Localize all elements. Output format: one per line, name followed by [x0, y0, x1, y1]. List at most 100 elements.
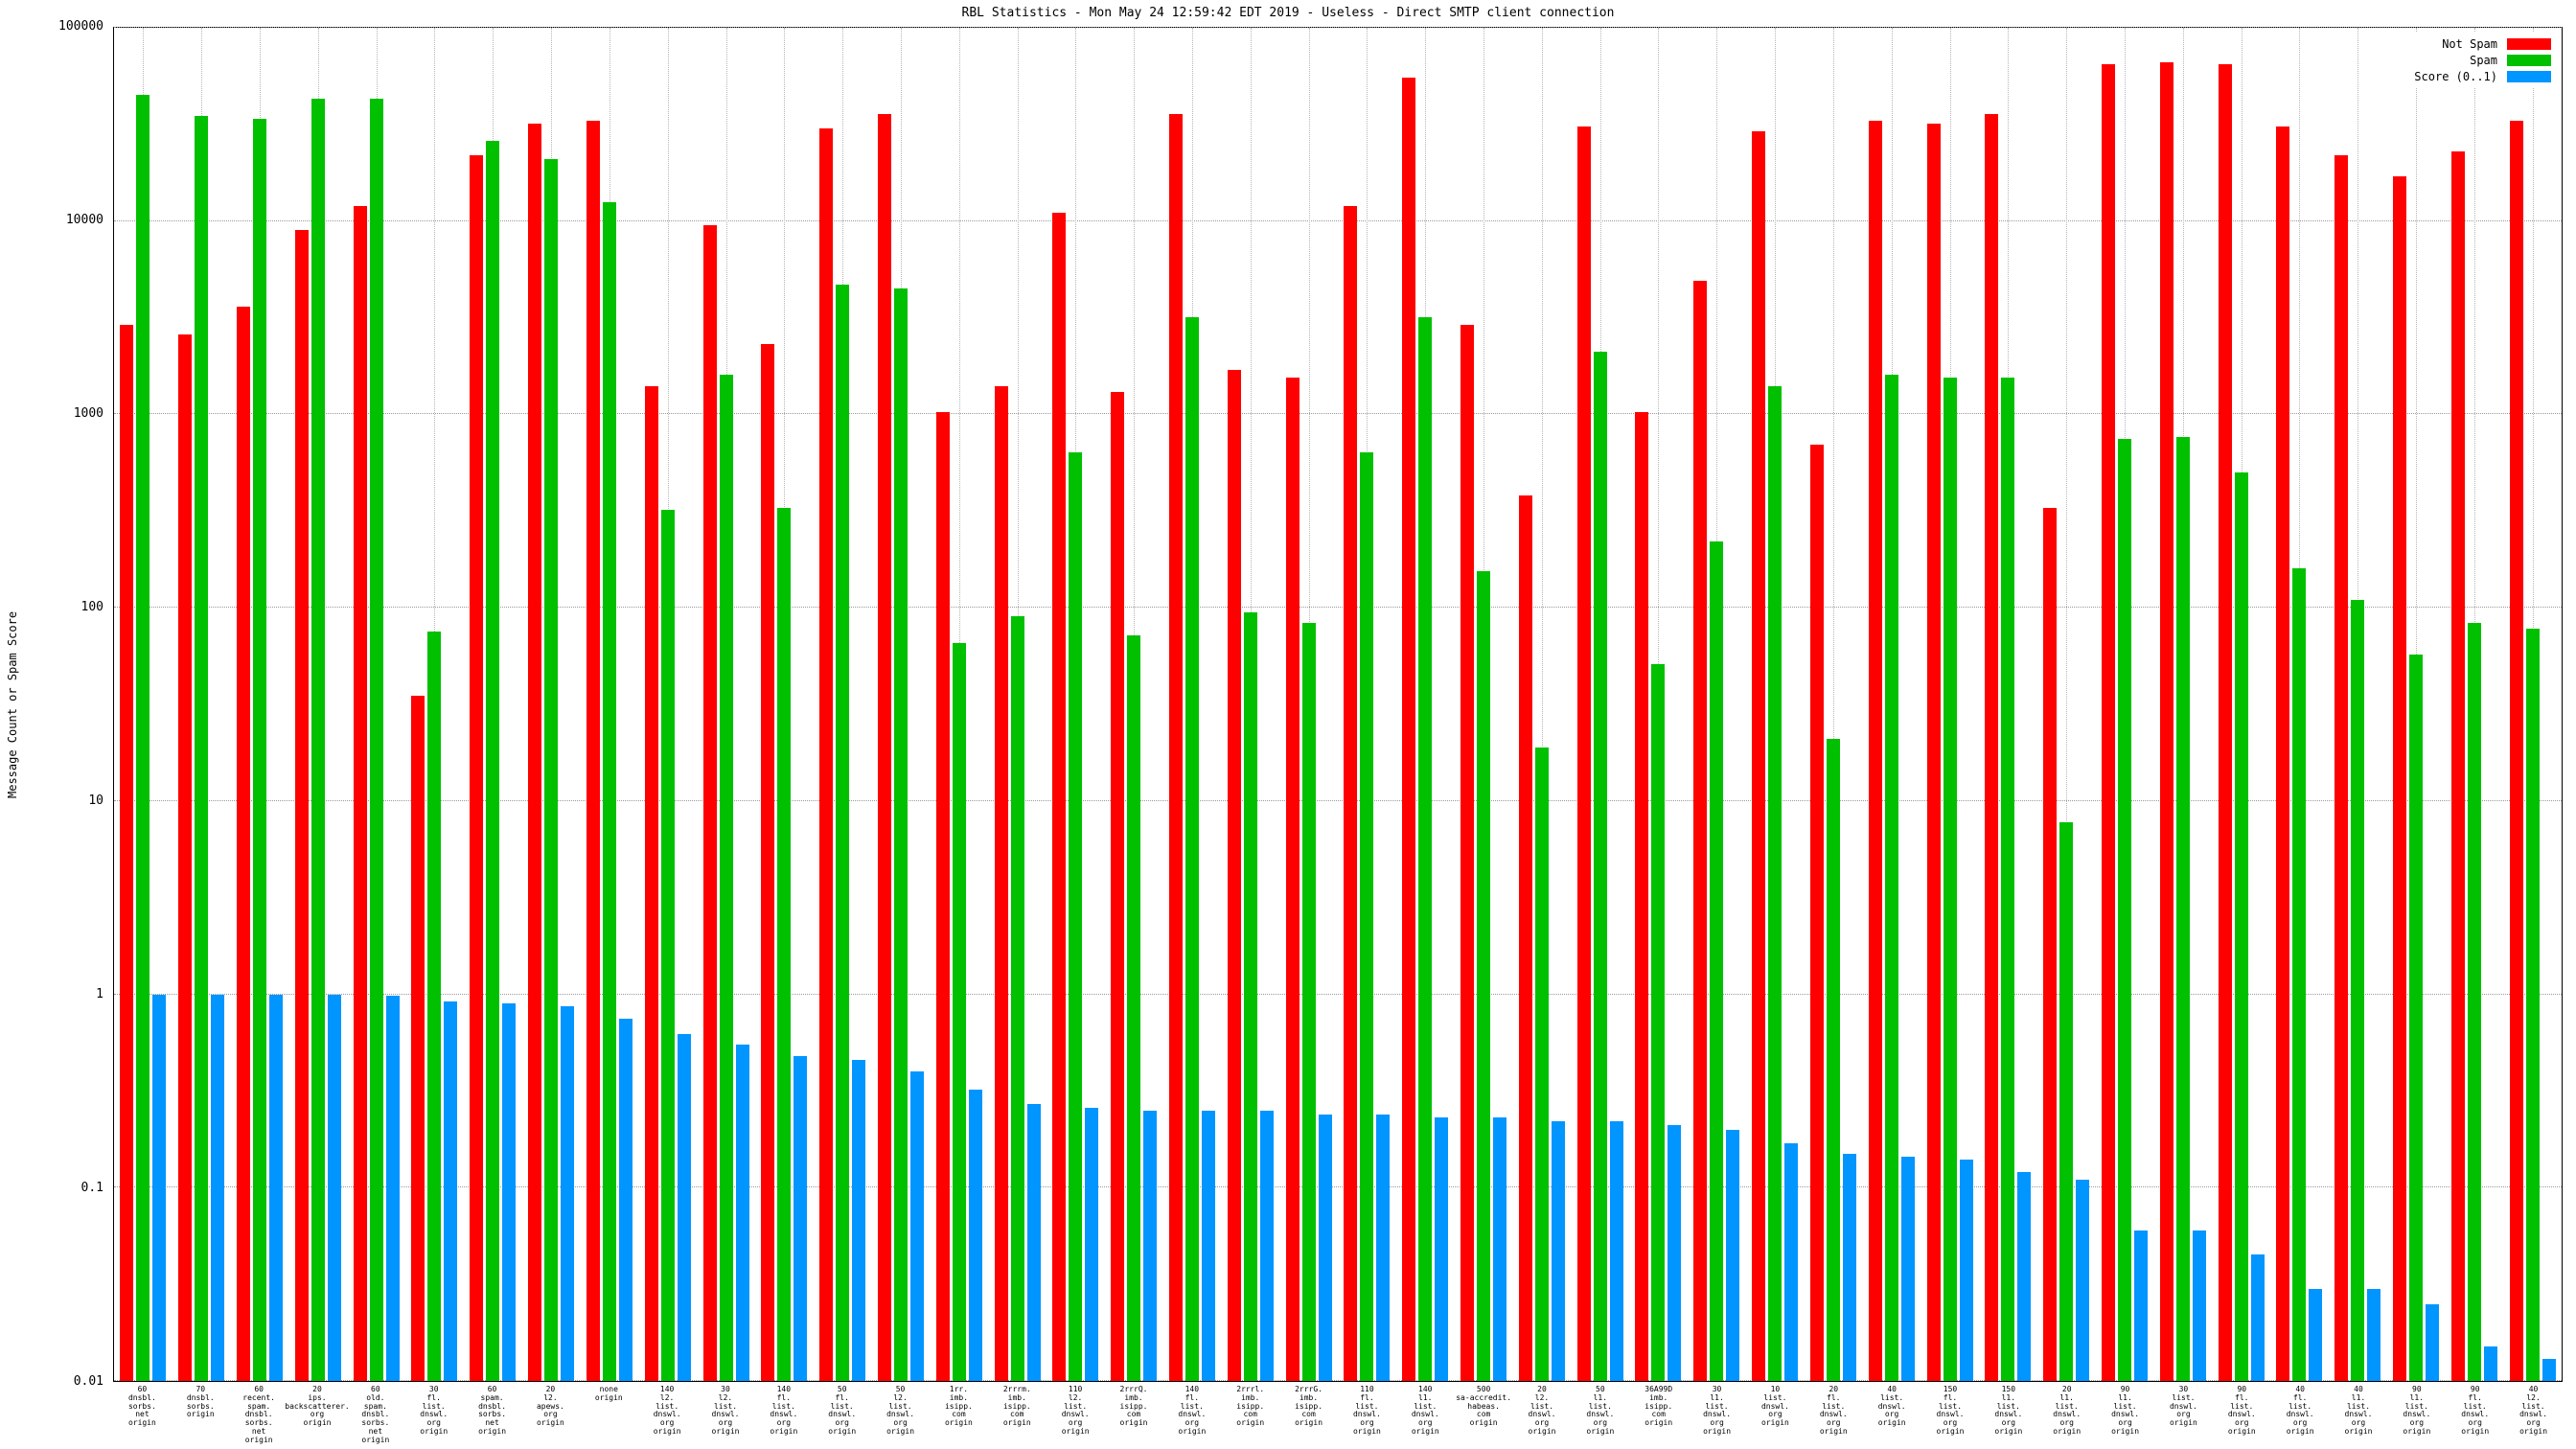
bar-not_spam	[2159, 62, 2174, 1381]
x-tick-label: 140 l2. list. dnswl. org origin	[653, 1385, 681, 1436]
bar-not_spam	[2276, 126, 2290, 1381]
bar-spam	[2525, 628, 2540, 1381]
x-tick-label: 90 l1. list. dnswl. org origin	[2403, 1385, 2431, 1436]
bar-spam	[1884, 375, 1898, 1381]
y-gridline	[114, 219, 2562, 221]
bar-not_spam	[2101, 63, 2115, 1381]
y-tick-label: 1000	[73, 406, 104, 421]
y-gridline	[114, 993, 2562, 995]
bar-score	[2250, 1254, 2265, 1381]
bar-spam	[2292, 567, 2307, 1381]
bar-not_spam	[586, 121, 600, 1381]
bar-not_spam	[178, 334, 193, 1381]
bar-score	[1900, 1156, 1915, 1381]
bar-not_spam	[2043, 507, 2058, 1381]
bar-spam	[952, 642, 966, 1381]
bar-not_spam	[237, 307, 251, 1381]
bar-score	[968, 1090, 982, 1381]
bar-not_spam	[411, 696, 426, 1381]
bar-spam	[1418, 316, 1433, 1381]
y-tick-label: 10000	[65, 213, 104, 227]
bar-not_spam	[819, 128, 834, 1381]
legend-label: Spam	[2470, 54, 2497, 67]
x-tick-label: 20 l2. list. dnswl. org origin	[1528, 1385, 1556, 1436]
bar-spam	[1069, 451, 1083, 1381]
bar-score	[852, 1059, 866, 1381]
bar-spam	[893, 288, 908, 1381]
legend-swatch-spam	[2507, 55, 2551, 66]
bar-spam	[1360, 451, 1374, 1381]
bar-spam	[195, 115, 209, 1381]
bar-score	[561, 1005, 575, 1381]
bar-score	[2017, 1172, 2032, 1381]
bar-spam	[1477, 570, 1491, 1381]
x-tick-label: 60 spam. dnsbl. sorbs. net origin	[478, 1385, 507, 1436]
legend-item-spam: Spam	[2414, 54, 2551, 67]
x-gridline	[2066, 28, 2068, 1381]
bar-not_spam	[644, 385, 658, 1381]
x-tick-label: 30 list. dnswl. org origin	[2169, 1385, 2197, 1428]
x-tick-label: 30 fl. list. dnswl. org origin	[420, 1385, 448, 1436]
bar-not_spam	[1460, 325, 1475, 1381]
legend: Not Spam Spam Score (0..1)	[2410, 33, 2555, 88]
x-axis-labels: 60 dnsbl. sorbs. net origin 70 dnsbl. sorbs. ori…	[113, 1384, 2563, 1447]
x-tick-label: 40 l2. list. dnswl. org origin	[2519, 1385, 2548, 1436]
x-tick-label: 40 fl. list. dnswl. org origin	[2286, 1385, 2314, 1436]
bar-spam	[2234, 472, 2248, 1381]
bar-spam	[1243, 611, 1257, 1381]
bar-score	[1026, 1104, 1041, 1381]
y-gridline	[114, 799, 2562, 801]
bar-spam	[2059, 821, 2074, 1381]
bar-score	[1143, 1111, 1158, 1381]
bar-spam	[253, 118, 267, 1381]
bar-spam	[369, 98, 383, 1381]
bar-spam	[136, 94, 150, 1381]
x-tick-label: 90 fl. list. dnswl. org origin	[2461, 1385, 2490, 1436]
bar-spam	[777, 507, 792, 1381]
y-gridline	[114, 1186, 2562, 1188]
bar-not_spam	[877, 113, 891, 1381]
bar-score	[1493, 1117, 1507, 1381]
bar-spam	[719, 375, 733, 1381]
bar-score	[1609, 1121, 1623, 1381]
bar-not_spam	[1576, 126, 1591, 1381]
x-tick-label: 110 l2. list. dnswl. org origin	[1061, 1385, 1090, 1436]
bar-spam	[602, 202, 616, 1381]
bar-not_spam	[1285, 378, 1300, 1381]
bar-score	[1376, 1114, 1391, 1381]
y-tick-label: 1	[96, 987, 104, 1002]
bar-score	[2076, 1179, 2090, 1381]
plot-area	[113, 27, 2563, 1382]
x-tick-label: 2rrrG. imb. isipp. com origin	[1295, 1385, 1323, 1428]
bar-score	[794, 1055, 808, 1381]
bar-spam	[2117, 438, 2131, 1381]
bar-score	[1784, 1142, 1799, 1381]
x-tick-label: 150 l1. list. dnswl. org origin	[1994, 1385, 2023, 1436]
bar-not_spam	[702, 225, 717, 1381]
y-axis-ticks: 100000 10000 1000 100 10 1 0.1 0.01	[0, 20, 107, 1389]
bar-spam	[2408, 655, 2423, 1381]
bar-spam	[486, 141, 500, 1381]
bar-score	[1551, 1121, 1565, 1381]
bar-not_spam	[2450, 150, 2465, 1381]
bar-not_spam	[353, 205, 367, 1381]
x-tick-label: 20 fl. list. dnswl. org origin	[1819, 1385, 1848, 1436]
bar-score	[1668, 1125, 1682, 1381]
bar-score	[1085, 1107, 1099, 1381]
x-tick-label: 20 l1. list. dnswl. org origin	[2053, 1385, 2082, 1436]
bar-score	[618, 1018, 632, 1381]
bar-not_spam	[1052, 213, 1067, 1381]
y-gridline	[114, 27, 2562, 28]
y-tick-label: 0.1	[80, 1181, 104, 1196]
bar-spam	[1184, 316, 1199, 1381]
x-tick-label: 90 l1. list. dnswl. org origin	[2111, 1385, 2140, 1436]
legend-swatch-not_spam	[2507, 38, 2551, 50]
x-tick-label: 50 l1. list. dnswl. org origin	[1586, 1385, 1615, 1436]
x-tick-label: 500 sa-accredit. habeas. com origin	[1456, 1385, 1512, 1428]
legend-label: Not Spam	[2442, 37, 2497, 51]
bar-not_spam	[935, 411, 950, 1381]
bar-spam	[1127, 634, 1141, 1381]
bar-not_spam	[1402, 78, 1416, 1381]
x-tick-label: 30 l2. list. dnswl. org origin	[711, 1385, 740, 1436]
legend-swatch-score	[2507, 71, 2551, 82]
